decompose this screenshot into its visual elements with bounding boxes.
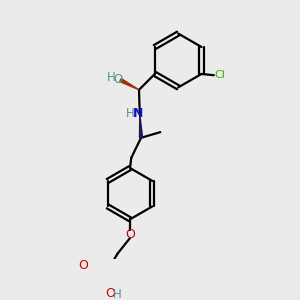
- Text: O: O: [125, 228, 135, 241]
- Text: O: O: [105, 287, 115, 300]
- Text: H: H: [113, 288, 122, 300]
- Text: O: O: [113, 73, 123, 85]
- Text: Cl: Cl: [215, 70, 226, 80]
- Text: O: O: [78, 260, 88, 272]
- Text: H: H: [126, 107, 134, 120]
- Text: H: H: [106, 70, 115, 83]
- Polygon shape: [140, 114, 142, 138]
- Text: N: N: [133, 107, 143, 120]
- Polygon shape: [120, 79, 139, 90]
